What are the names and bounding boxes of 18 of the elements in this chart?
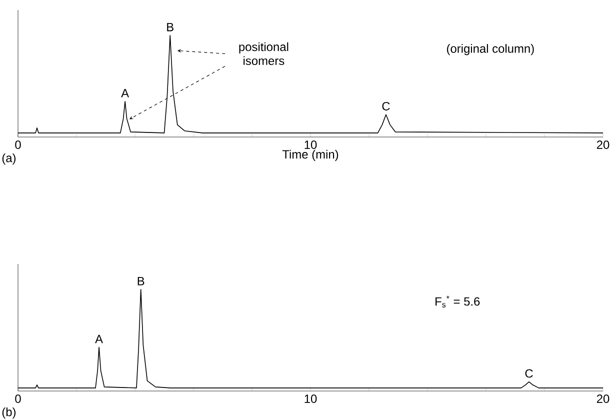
x-axis-title: Time (min) xyxy=(282,150,338,162)
annotation: F$_{s}$$^{*}$ = 5.6 xyxy=(436,296,480,308)
x-tick-label: 0 xyxy=(15,394,21,404)
annotation: C xyxy=(382,102,390,111)
x-tick-label: 10 xyxy=(304,394,317,404)
x-tick-label: 10 xyxy=(304,140,317,150)
annotation: A xyxy=(121,89,130,98)
text: (a) xyxy=(2,154,16,165)
annotation: B xyxy=(138,277,144,286)
annotation: C xyxy=(525,369,533,378)
text: (b) xyxy=(2,408,16,419)
annotation: (original column) xyxy=(446,44,534,56)
annotation: A xyxy=(95,335,103,344)
x-tick-label: 20 xyxy=(596,140,610,150)
x-tick-label: 20 xyxy=(596,394,610,404)
annotation: B xyxy=(167,23,174,32)
x-tick-label: 0 xyxy=(15,140,21,150)
annotation: positional isomers xyxy=(239,42,288,66)
